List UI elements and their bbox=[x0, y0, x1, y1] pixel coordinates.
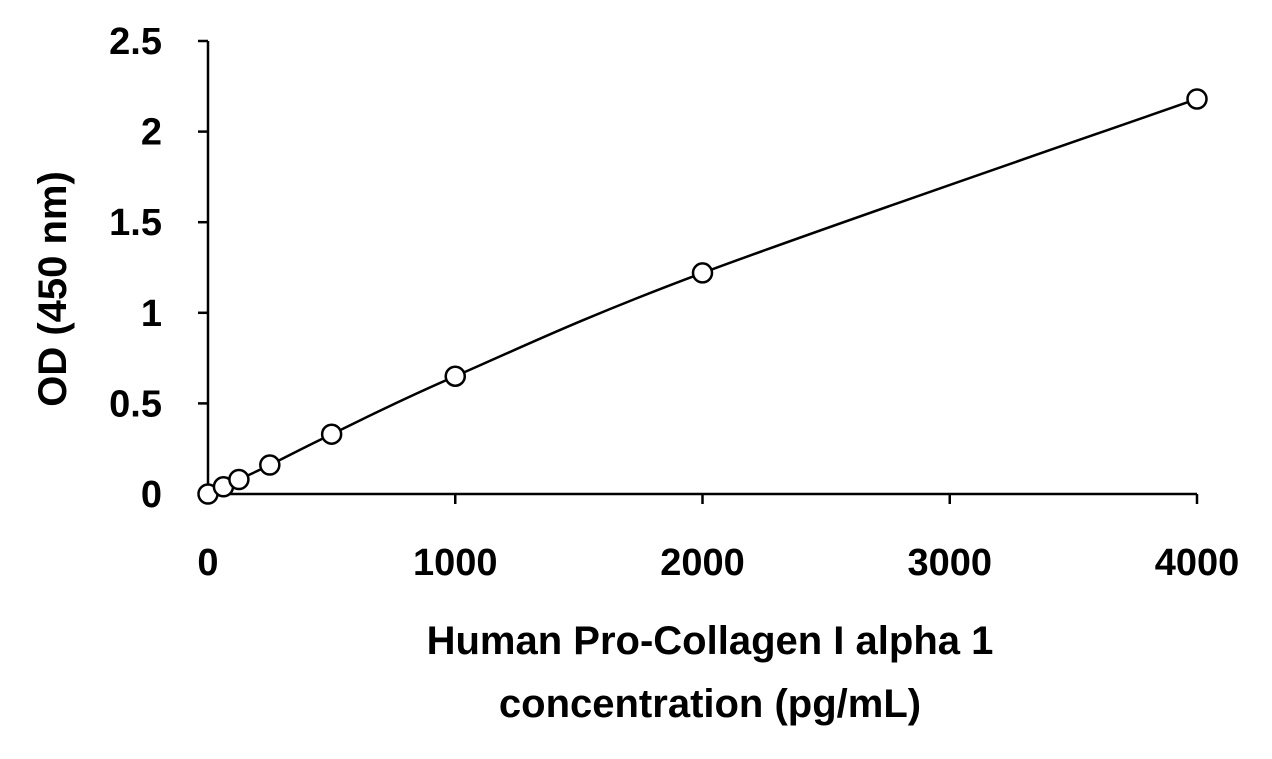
y-tick-label: 2.5 bbox=[109, 21, 162, 63]
axes bbox=[198, 39, 1199, 504]
data-point bbox=[228, 468, 250, 491]
data-point bbox=[444, 365, 466, 387]
y-axis-title: OD (450 nm) bbox=[31, 171, 75, 407]
x-axis-title-line-2: concentration (pg/mL) bbox=[499, 682, 921, 726]
data-markers bbox=[197, 88, 1208, 505]
data-point bbox=[1186, 88, 1208, 110]
y-tick-label: 1 bbox=[141, 293, 162, 335]
y-tick-label: 0.5 bbox=[109, 383, 162, 425]
data-point bbox=[691, 262, 714, 284]
y-tick-label: 2 bbox=[141, 112, 162, 154]
y-tick-label: 1.5 bbox=[109, 202, 162, 244]
tick-labels: 0 1000 2000 3000 4000 0 0.5 1 1.5 2 2.5 bbox=[109, 21, 1239, 584]
x-tick-label: 4000 bbox=[1155, 542, 1240, 584]
data-point bbox=[320, 423, 343, 445]
data-point bbox=[259, 454, 281, 476]
fit-curve bbox=[207, 97, 1198, 496]
axis-titles: Human Pro-Collagen I alpha 1 concentrati… bbox=[31, 171, 993, 726]
x-tick-label: 1000 bbox=[413, 542, 498, 584]
x-tick-label: 0 bbox=[197, 542, 218, 584]
x-tick-label: 2000 bbox=[660, 542, 745, 584]
x-tick-label: 3000 bbox=[907, 542, 992, 584]
x-axis-title-line-1: Human Pro-Collagen I alpha 1 bbox=[427, 619, 994, 663]
y-tick-label: 0 bbox=[141, 474, 162, 516]
